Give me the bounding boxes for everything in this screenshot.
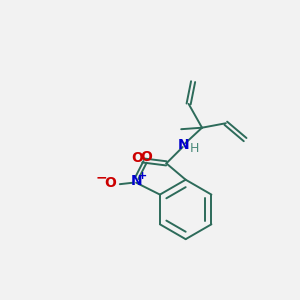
- Text: O: O: [104, 176, 116, 190]
- Text: −: −: [96, 171, 107, 184]
- Text: O: O: [131, 151, 143, 165]
- Text: O: O: [141, 150, 152, 164]
- Text: H: H: [189, 142, 199, 155]
- Text: N: N: [178, 138, 189, 152]
- Text: +: +: [138, 171, 147, 181]
- Text: N: N: [131, 174, 142, 188]
